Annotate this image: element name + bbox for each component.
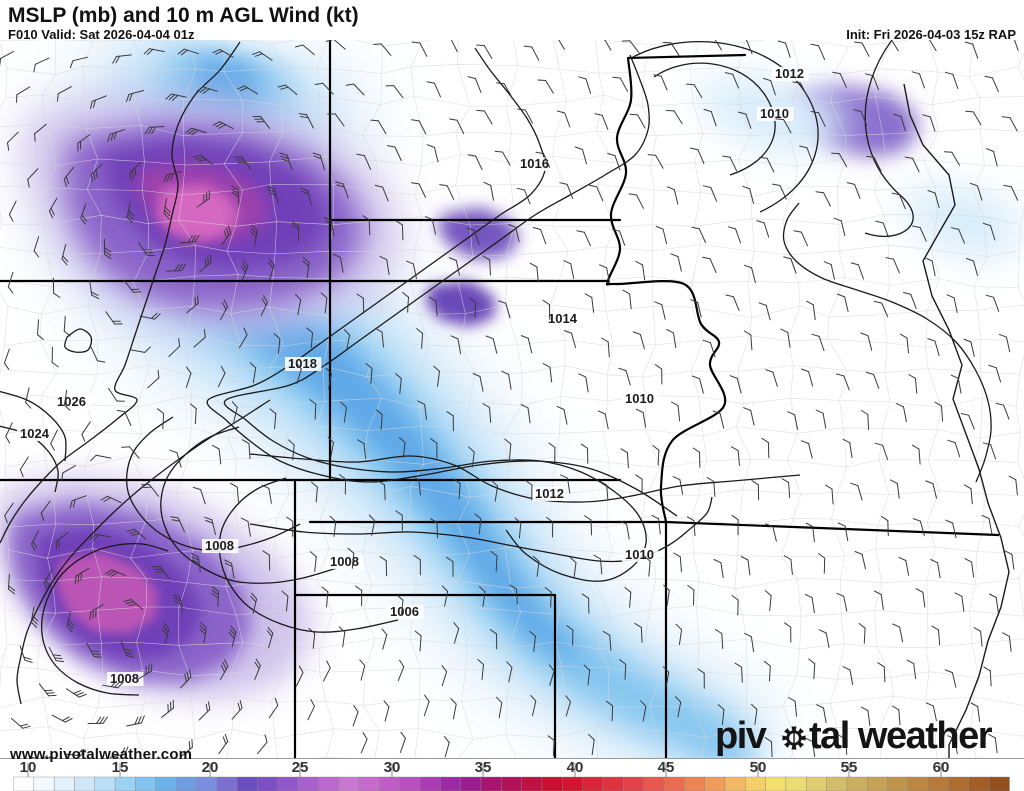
- svg-text:1008: 1008: [205, 538, 234, 553]
- svg-text:1012: 1012: [775, 66, 804, 81]
- svg-text:1008: 1008: [330, 554, 359, 569]
- svg-text:1012: 1012: [535, 486, 564, 501]
- svg-text:1016: 1016: [520, 156, 549, 171]
- svg-text:1026: 1026: [57, 394, 86, 409]
- svg-text:1006: 1006: [390, 604, 419, 619]
- svg-text:1024: 1024: [20, 426, 50, 441]
- svg-text:1010: 1010: [625, 391, 654, 406]
- svg-text:1010: 1010: [625, 547, 654, 562]
- svg-text:tal weather: tal weather: [809, 715, 993, 757]
- svg-text:1014: 1014: [548, 311, 578, 326]
- svg-text:1010: 1010: [760, 106, 789, 121]
- svg-text:1018: 1018: [288, 356, 317, 371]
- svg-text:piv: piv: [715, 715, 767, 757]
